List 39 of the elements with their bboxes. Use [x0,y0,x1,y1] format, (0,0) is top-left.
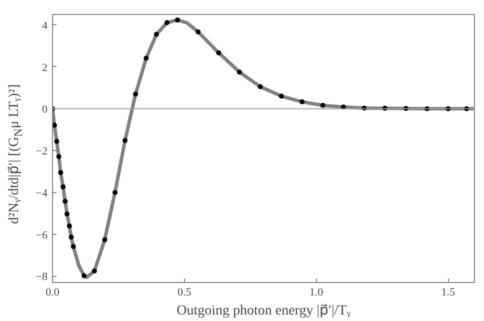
point [60,184,66,190]
point [258,84,263,90]
point [144,56,149,61]
x-tick-label: 1.5 [441,286,456,298]
y-tick-label: −4 [36,187,48,200]
y-tick-label: −6 [36,229,48,242]
point [278,94,284,99]
x-tick-label: 0.5 [178,286,192,298]
point [68,234,74,240]
point [66,223,72,228]
x-tick-label: 0.0 [46,286,60,298]
y-tick-label: −2 [36,146,48,158]
point [62,198,68,204]
point [70,244,76,249]
point [133,92,138,97]
point [237,70,242,75]
x-tick-label: 1.0 [309,286,324,298]
point [175,17,180,22]
point [300,99,305,104]
point [320,102,326,108]
point [52,122,57,128]
point [92,268,97,274]
point [164,20,170,26]
point [112,190,118,195]
y-tick-label: −8 [36,271,48,284]
point [154,32,159,37]
point [58,170,64,176]
point [102,237,108,242]
y-tick-label: 2 [42,62,48,74]
point [196,29,201,34]
point [82,273,87,278]
point [64,212,70,217]
point [216,50,222,56]
x-axis-title: Outgoing photon energy |p⃗′|/Tᵧ [176,304,351,318]
point [56,154,62,160]
point [122,138,128,144]
point [54,138,60,144]
y-tick-label: 0 [42,104,48,116]
y-tick-label: 4 [42,20,48,32]
